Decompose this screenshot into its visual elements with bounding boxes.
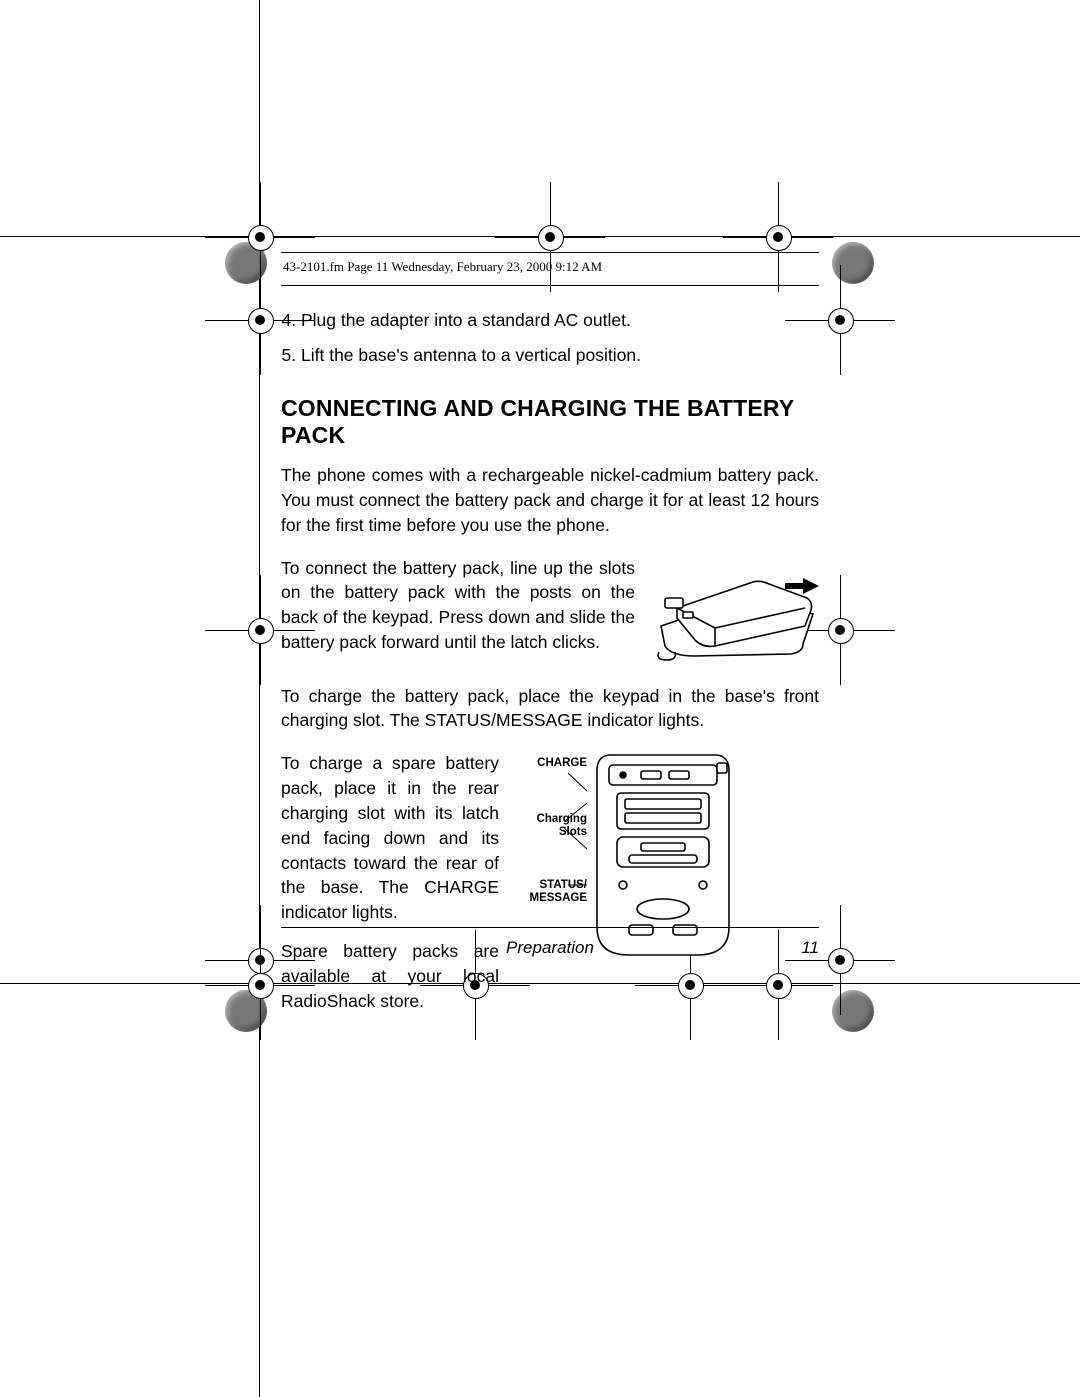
body-paragraph: The phone comes with a rechargeable nick… [281, 463, 819, 538]
row-base: To charge a spare battery pack, place it… [281, 751, 819, 1013]
header-rule [281, 285, 819, 286]
registration-mark [810, 290, 870, 350]
footer-section: Preparation [506, 938, 594, 957]
figure-battery-pack [653, 556, 819, 666]
header-rule [281, 252, 819, 253]
step-item: Lift the base's antenna to a vertical po… [301, 343, 819, 368]
registration-mark [810, 600, 870, 660]
deco-sphere [832, 242, 874, 284]
registration-mark [810, 930, 870, 990]
page-footer: Preparation 11 [281, 927, 819, 958]
step-list: Plug the adapter into a standard AC outl… [281, 308, 819, 369]
row-battery: To connect the battery pack, line up the… [281, 556, 819, 666]
content-frame: 43-2101.fm Page 11 Wednesday, February 2… [281, 252, 819, 1032]
body-paragraph: To charge the battery pack, place the ke… [281, 684, 819, 734]
footer-rule [281, 927, 819, 928]
body-paragraph: To connect the battery pack, line up the… [281, 556, 635, 655]
page: 43-2101.fm Page 11 Wednesday, February 2… [0, 0, 1080, 1397]
running-head: 43-2101.fm Page 11 Wednesday, February 2… [281, 257, 819, 285]
step-item: Plug the adapter into a standard AC outl… [301, 308, 819, 333]
section-heading: CONNECTING AND CHARGING THE BATTERY PACK [281, 395, 819, 449]
body-paragraph: To charge a spare battery pack, place it… [281, 751, 499, 925]
deco-sphere [832, 990, 874, 1032]
page-number: 11 [801, 938, 819, 958]
